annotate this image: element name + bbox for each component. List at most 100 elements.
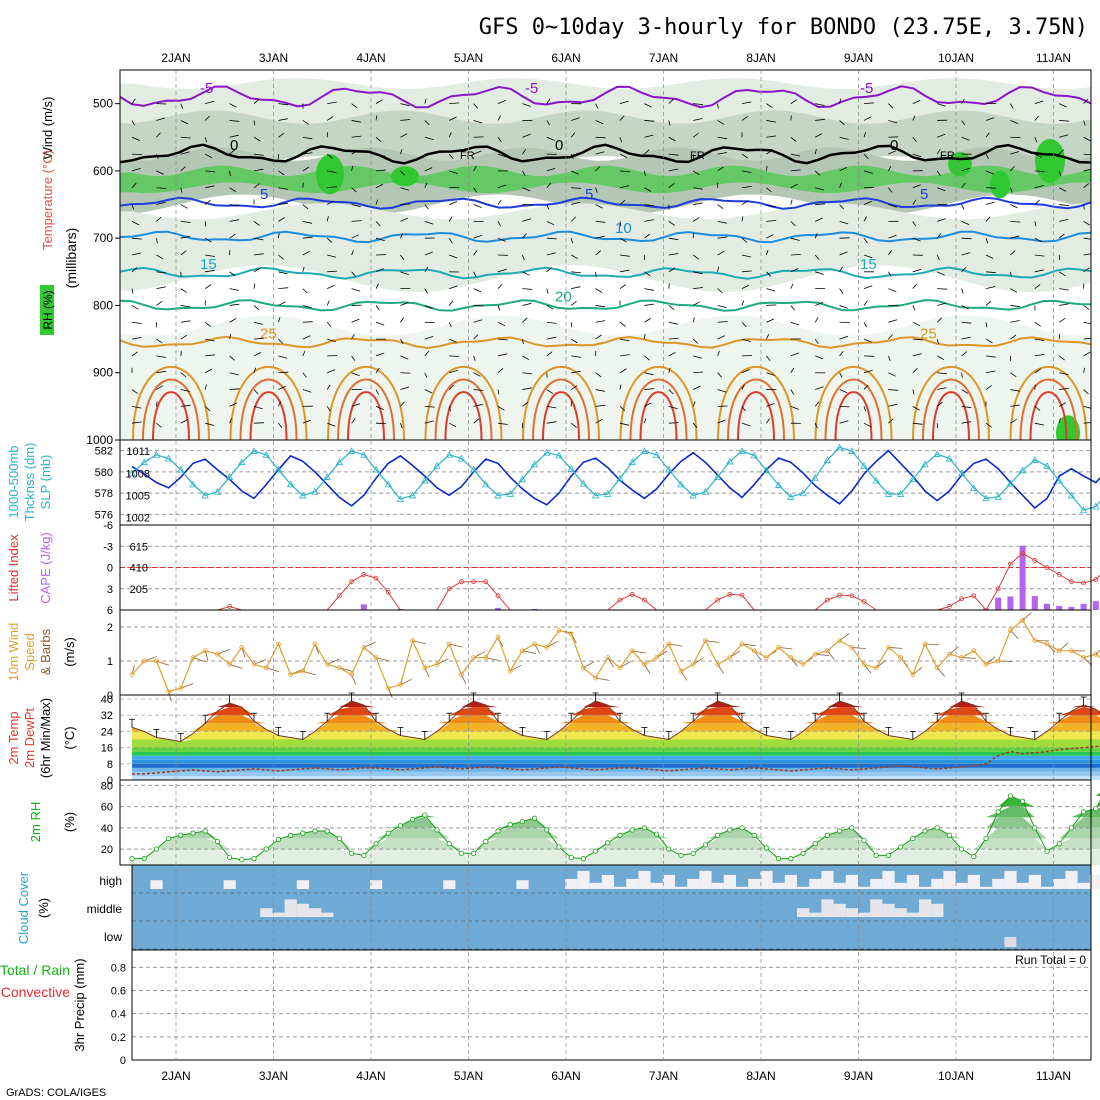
wind-speed-point xyxy=(178,685,184,691)
upper-wind-barb xyxy=(326,300,330,306)
upper-wind-barb xyxy=(449,370,459,374)
upper-wind-barb xyxy=(205,422,215,426)
upper-wind-barb xyxy=(741,284,750,289)
upper-wind-barb xyxy=(302,120,310,125)
upper-wind-barb xyxy=(790,199,793,205)
boundary-layer-contour xyxy=(152,391,190,440)
upper-wind-barb xyxy=(839,266,843,273)
slp-line xyxy=(131,446,1100,511)
wind-speed-point xyxy=(141,658,147,664)
upper-wind-barb xyxy=(936,317,942,323)
upper-wind-barb xyxy=(522,355,530,361)
slp-point xyxy=(189,480,197,488)
li-tick-label: 6 xyxy=(107,605,113,617)
lifted-index-line xyxy=(132,552,1100,611)
wind-speed-point xyxy=(971,648,977,654)
upper-wind-barb xyxy=(790,169,801,172)
upper-wind-barb xyxy=(400,233,404,239)
rh-point xyxy=(800,850,806,856)
cloud-middle-bar xyxy=(870,899,883,917)
lifted-index-point xyxy=(361,572,367,577)
upper-wind-barb xyxy=(912,115,916,121)
lifted-index-point xyxy=(837,592,842,598)
upper-wind-barb xyxy=(644,219,654,222)
upper-wind-barb xyxy=(400,187,410,191)
upper-wind-barb xyxy=(375,199,379,205)
upper-wind-barb xyxy=(1083,405,1091,409)
upper-wind-barb xyxy=(229,233,236,239)
upper-wind-barb xyxy=(1010,320,1020,323)
upper-wind-barb xyxy=(229,219,240,222)
wind-speed-point xyxy=(1032,638,1038,643)
upper-wind-barb xyxy=(131,182,137,188)
upper-wind-barb xyxy=(839,136,849,140)
upper-wind-barb xyxy=(863,170,873,174)
upper-wind-barb xyxy=(327,338,336,343)
upper-wind-barb xyxy=(546,182,552,188)
upper-y-tick-label: 600 xyxy=(93,164,113,178)
upper-wind-barb xyxy=(985,300,992,306)
rh-point xyxy=(727,827,733,833)
upper-wind-barb xyxy=(644,402,652,407)
upper-wind-barb xyxy=(815,302,824,306)
upper-wind-barb xyxy=(571,254,579,260)
boundary-layer-contour xyxy=(834,391,873,440)
wind-unit: (m/s) xyxy=(62,637,77,667)
upper-wind-barb xyxy=(717,152,728,155)
rh-point xyxy=(690,850,696,856)
upper-wind-barb xyxy=(351,149,359,155)
cape-bar xyxy=(1092,601,1099,610)
lifted-index-point xyxy=(825,597,830,603)
upper-wind-barb xyxy=(766,220,777,222)
upper-wind-barb xyxy=(546,336,557,340)
upper-wind-barb xyxy=(229,318,237,323)
thickness-slp-panel xyxy=(120,443,1100,515)
rh-point xyxy=(178,832,184,838)
upper-wind-barb xyxy=(936,401,943,407)
rh-point xyxy=(1032,825,1038,831)
upper-wind-barb xyxy=(693,287,703,290)
upper-wind-barb xyxy=(863,384,869,390)
upper-wind-barb xyxy=(912,353,922,357)
upper-wind-barb xyxy=(1034,100,1044,105)
upper-wind-barb xyxy=(375,405,384,410)
upper-wind-barb xyxy=(668,283,670,289)
temp-tick-label: 40 xyxy=(101,694,113,706)
upper-wind-barb xyxy=(546,389,554,394)
wind-speed-point xyxy=(434,662,440,667)
upper-wind-barb xyxy=(326,406,331,412)
upper-wind-barb xyxy=(400,119,411,121)
upper-wind-barb xyxy=(693,103,704,106)
cloud-level-label: high xyxy=(99,874,122,888)
upper-wind-barb xyxy=(156,355,166,358)
upper-wind-barb xyxy=(1083,204,1085,210)
lifted-index-point xyxy=(617,597,623,603)
top-day-label: 5JAN xyxy=(454,51,483,65)
upper-wind-barb xyxy=(449,338,457,343)
slp-point xyxy=(616,474,624,482)
upper-wind-barb xyxy=(278,217,285,222)
upper-wind-barb xyxy=(351,249,354,256)
upper-wind-barb xyxy=(205,338,215,342)
bottom-day-label: 9JAN xyxy=(844,1069,873,1083)
upper-wind-barb xyxy=(1058,317,1066,323)
upper-wind-barb xyxy=(253,183,260,189)
upper-wind-barb xyxy=(204,237,212,243)
upper-wind-barb xyxy=(253,221,260,226)
upper-wind-barb xyxy=(741,254,752,258)
rh-band-10b xyxy=(120,203,1091,292)
upper-wind-barb xyxy=(424,420,434,424)
upper-wind-barb xyxy=(302,152,313,155)
upper-wind-barb xyxy=(863,102,874,105)
upper-wind-barb xyxy=(692,422,698,429)
wind-speed-point xyxy=(617,665,623,671)
upper-wind-barb xyxy=(717,220,727,224)
rh-point xyxy=(910,835,916,842)
cape-bar xyxy=(1007,596,1014,610)
slp-point xyxy=(701,487,710,495)
wind-speed-point xyxy=(1020,617,1025,623)
slp-point xyxy=(555,451,563,459)
rh-point xyxy=(958,846,965,852)
lifted-index-point xyxy=(1081,580,1086,586)
lifted-index-point xyxy=(1069,579,1074,585)
